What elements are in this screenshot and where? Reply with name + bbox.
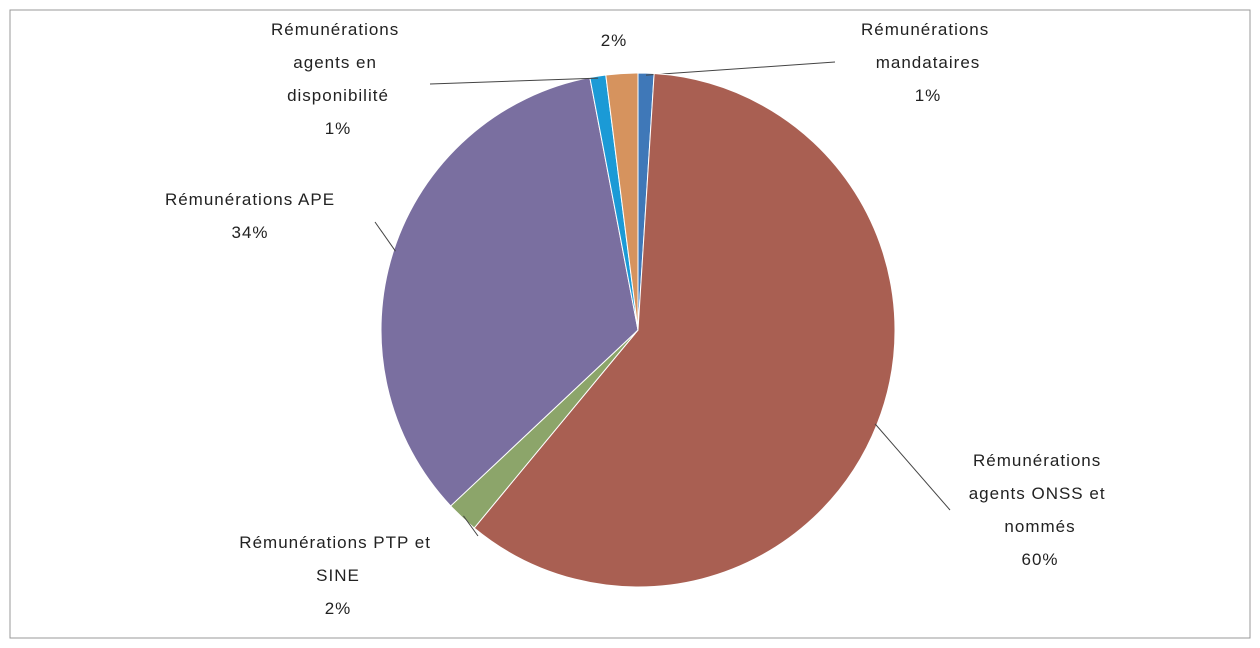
slice-label-line: Rémunérations APE xyxy=(165,190,335,209)
slice-label-line: mandataires xyxy=(876,53,981,72)
slice-label-line: SINE xyxy=(316,566,360,585)
slice-label: Rémunérations mandataires xyxy=(861,20,995,72)
value-label: 2% xyxy=(601,31,628,50)
value-label: 2% xyxy=(325,599,352,618)
pie-slice xyxy=(605,72,639,331)
slice-label-line: disponibilité xyxy=(287,86,389,105)
slice-label-line: agents en xyxy=(293,53,382,72)
value-label: 1% xyxy=(325,119,352,138)
slice-label-line: Rémunérations xyxy=(973,451,1107,470)
leader-line xyxy=(645,61,836,76)
value-label: 34% xyxy=(231,223,268,242)
slice-label: Rémunérations APE xyxy=(165,190,335,209)
slice-label-line: nommés xyxy=(1004,517,1075,536)
slice-label: Rémunérations PTP et SINE xyxy=(239,533,436,585)
slice-label-line: agents ONSS et xyxy=(969,484,1112,503)
slice-label: Rémunérations agents ONSS et nommés xyxy=(969,451,1112,536)
value-label: 60% xyxy=(1021,550,1058,569)
pie-slice xyxy=(473,72,896,588)
leader-line xyxy=(463,515,479,537)
pie-slice xyxy=(380,76,639,507)
leader-line xyxy=(874,423,951,511)
slice-label-line: Rémunérations PTP et xyxy=(239,533,436,552)
slice-label-line: Rémunérations xyxy=(271,20,405,39)
slice-label: Rémunérations agents en disponibilité xyxy=(271,20,405,105)
value-label: 1% xyxy=(915,86,942,105)
leader-line xyxy=(374,221,396,252)
slice-label-line: Rémunérations xyxy=(861,20,995,39)
leader-line xyxy=(429,77,599,85)
